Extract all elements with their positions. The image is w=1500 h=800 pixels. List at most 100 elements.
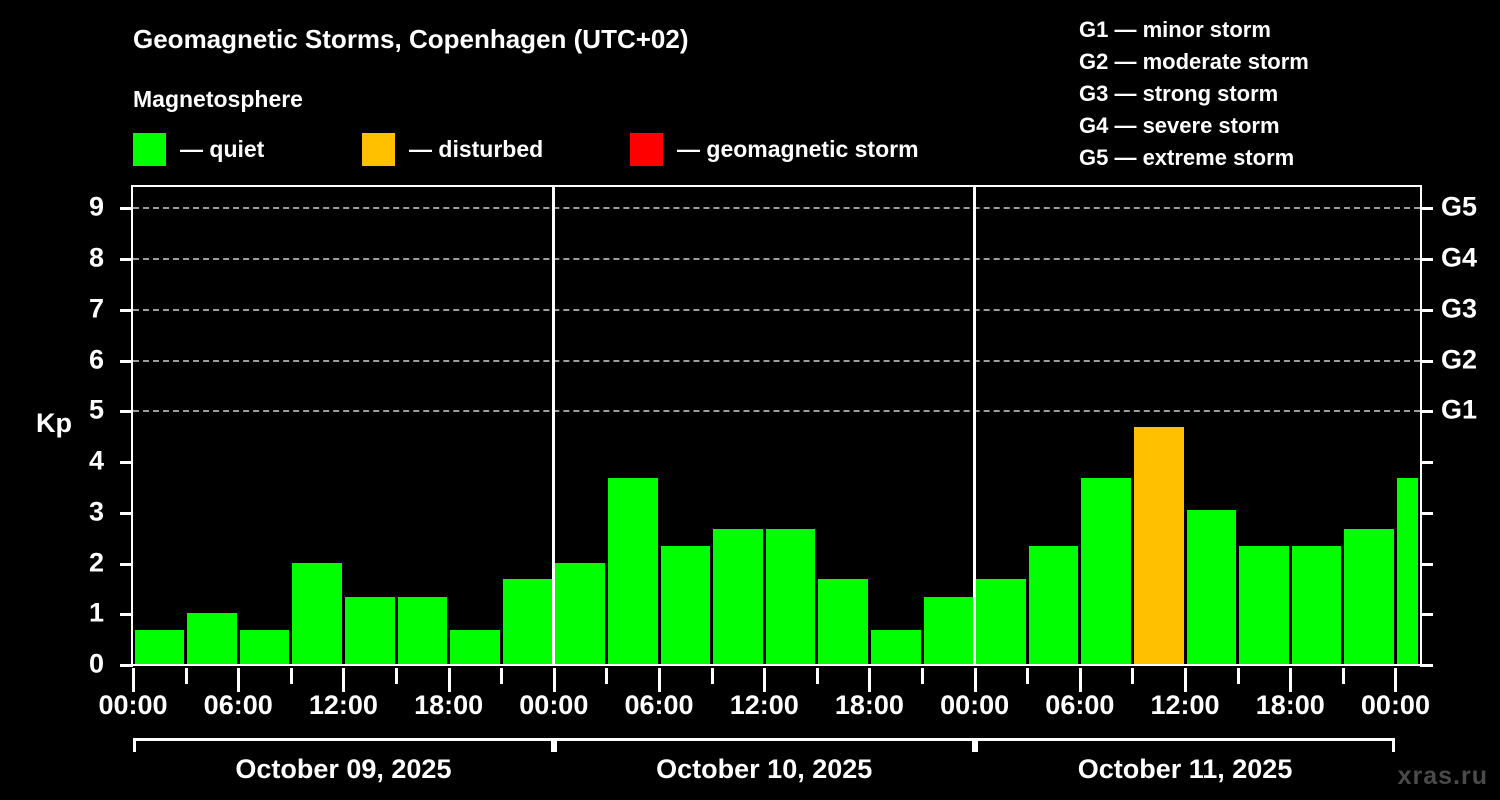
day-separator [973,187,977,664]
x-major-tick [1289,668,1293,692]
bar [870,630,921,664]
quiet-swatch [133,132,166,166]
bar [1239,545,1289,664]
bar [1344,528,1394,664]
x-major-tick [552,668,556,692]
y-tick-right-2 [1420,562,1433,566]
bar [450,630,500,664]
x-major-tick [868,668,872,692]
y-tick-right-0 [1420,664,1433,667]
g-legend-row-g5: G5 — extreme storm [1079,145,1295,170]
x-major-tick [1078,668,1082,692]
x-minor-tick [815,668,819,684]
y-tick-label: 9 [88,191,104,222]
y-tick-right-8 [1420,258,1433,262]
x-minor-tick [289,668,293,684]
x-tick-label: 06:00 [624,690,694,720]
gridline-kp-5 [133,410,1420,413]
bar [923,596,974,664]
x-major-tick [1394,668,1398,692]
x-minor-tick [710,668,714,684]
bar [502,579,553,664]
bar [1028,545,1079,664]
watermark: xras.ru [1397,762,1488,790]
g-legend-row-g2: G2 — moderate storm [1079,49,1309,74]
x-minor-tick [184,668,188,684]
y-tick-label: 1 [88,597,104,628]
g-legend-row-g4: G4 — severe storm [1079,113,1280,138]
g-axis-label-g3: G3 [1441,293,1478,324]
bar [344,596,395,664]
date-label: October 10, 2025 [656,754,873,784]
legend-item-storm[interactable]: — geomagnetic storm [630,132,919,166]
x-tick-label: 00:00 [940,690,1010,720]
y-tick-label: 3 [88,496,104,527]
bar [1133,427,1184,664]
day-separator [552,187,556,664]
bar [397,596,448,664]
bar [818,579,868,664]
x-major-tick [973,668,977,692]
bar [1291,545,1342,664]
gridline-kp-6 [133,359,1420,362]
bar [713,528,763,664]
x-minor-tick [1131,668,1135,684]
x-minor-tick [1236,668,1240,684]
y-tick-label: 8 [88,242,104,273]
date-label: October 11, 2025 [1077,754,1293,784]
y-tick-label: 7 [88,293,104,324]
legend-item-quiet[interactable]: — quiet [133,132,264,166]
g-axis-label-g2: G2 [1441,344,1478,375]
x-tick-label: 00:00 [98,690,168,720]
gridline-kp-7 [133,308,1420,311]
y-tick-right-6 [1420,359,1433,363]
y-tick-1 [120,613,133,617]
date-label: October 09, 2025 [235,754,452,784]
x-tick-label: 18:00 [414,690,484,720]
y-tick-8 [120,258,133,262]
x-minor-tick [605,668,609,684]
bar [134,630,185,664]
y-axis-title: Kp [36,408,72,438]
bar [187,613,237,664]
y-tick-label: 6 [88,344,104,375]
bar [555,562,605,664]
x-tick-label: 18:00 [1255,690,1325,720]
date-bracket [553,738,975,752]
x-tick-label: 00:00 [1360,690,1430,720]
bar [607,477,658,664]
x-major-tick [763,668,767,692]
y-tick-right-4 [1420,461,1433,465]
y-tick-7 [120,308,133,312]
x-minor-tick [1341,668,1345,684]
legend-item-disturbed[interactable]: — disturbed [362,132,543,166]
x-major-tick [447,668,451,692]
y-tick-right-1 [1420,613,1433,617]
g-axis-label-g4: G4 [1441,242,1478,273]
g-axis-label-g5: G5 [1441,191,1478,222]
x-tick-label: 00:00 [519,690,589,720]
bar [765,528,816,664]
plot-area [120,185,1433,667]
bar [976,579,1026,664]
x-tick-label: 06:00 [203,690,273,720]
y-tick-9 [120,207,133,211]
x-tick-label: 18:00 [834,690,904,720]
y-tick-label: 2 [88,547,104,577]
bar [292,562,342,664]
y-tick-label: 0 [88,648,104,679]
gridline-kp-9 [133,207,1420,210]
y-tick-right-5 [1420,410,1433,414]
legend-label: — geomagnetic storm [677,135,919,162]
bar [1396,477,1419,664]
y-tick-3 [120,511,133,515]
g-legend-row-g3: G3 — strong storm [1079,81,1279,106]
x-tick-label: 06:00 [1045,690,1115,720]
y-tick-right-3 [1420,511,1433,515]
g-axis-label-g1: G1 [1441,394,1478,425]
x-tick-label: 12:00 [729,690,799,720]
bar [1186,510,1237,664]
x-major-tick [1184,668,1188,692]
x-tick-label: 12:00 [1150,690,1220,720]
